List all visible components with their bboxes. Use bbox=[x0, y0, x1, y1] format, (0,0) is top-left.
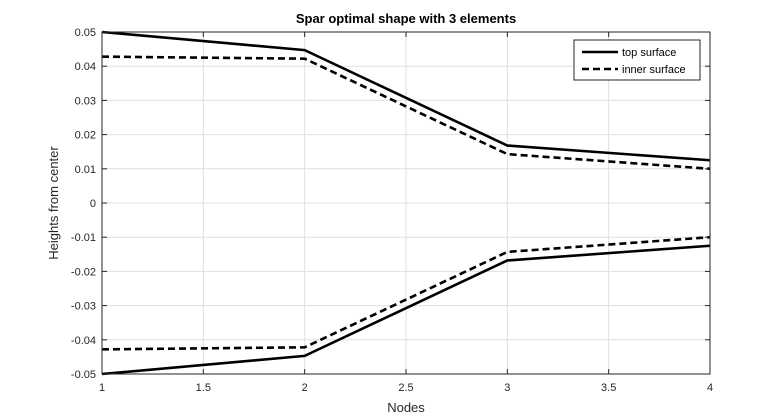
x-tick-label: 3.5 bbox=[601, 382, 616, 394]
top-surface-line bbox=[101, 30, 711, 162]
x-axis-label: Nodes bbox=[387, 400, 425, 415]
x-tick-label: 2.5 bbox=[398, 382, 413, 394]
legend-entry-label: inner surface bbox=[622, 64, 686, 76]
series-lines bbox=[101, 30, 711, 376]
legend: top surface inner surface bbox=[573, 39, 701, 81]
top-surface-line bbox=[101, 244, 711, 376]
y-tick-label: 0.03 bbox=[75, 95, 96, 107]
x-tick-label: 4 bbox=[707, 382, 713, 394]
y-tick-label: -0.04 bbox=[71, 335, 96, 347]
y-tick-label: -0.01 bbox=[71, 232, 96, 244]
y-tick-label: 0.02 bbox=[75, 130, 96, 142]
inner-surface-line bbox=[101, 55, 711, 171]
ticks: 1 1.5 2 2.5 3 3.5 4 0.05 0.04 0.03 0.02 0.01 0 -0.01 -… bbox=[71, 27, 713, 394]
y-tick-label: -0.02 bbox=[71, 266, 96, 278]
y-axis-label: Heights from center bbox=[46, 146, 61, 260]
x-tick-label: 3 bbox=[504, 382, 510, 394]
x-tick-label: 2 bbox=[302, 382, 308, 394]
legend-box bbox=[573, 39, 701, 81]
y-tick-label: 0 bbox=[90, 198, 96, 210]
y-tick-label: 0.04 bbox=[75, 61, 96, 73]
y-tick-label: 0.05 bbox=[75, 27, 96, 39]
legend-entry-label: top surface bbox=[622, 47, 676, 59]
inner-surface-line bbox=[101, 235, 711, 351]
chart-title: Spar optimal shape with 3 elements bbox=[296, 11, 516, 26]
y-tick-label: 0.01 bbox=[75, 164, 96, 176]
x-tick-label: 1 bbox=[99, 382, 105, 394]
y-tick-label: -0.05 bbox=[71, 369, 96, 381]
y-tick-label: -0.03 bbox=[71, 301, 96, 313]
x-tick-label: 1.5 bbox=[196, 382, 211, 394]
